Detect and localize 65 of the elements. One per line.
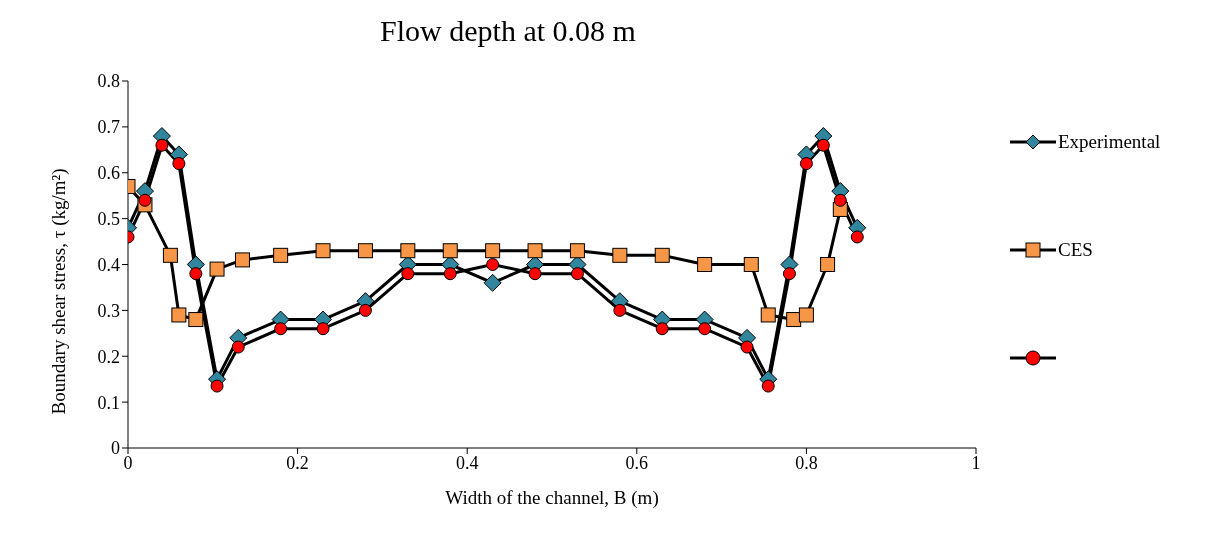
point	[273, 247, 289, 263]
legend-label: CES	[1058, 239, 1093, 261]
point	[401, 267, 415, 281]
y-tick-label: 0.4	[97, 254, 120, 275]
point	[743, 257, 759, 272]
point	[483, 273, 502, 292]
y-tick-label: 0.3	[97, 300, 120, 321]
point	[155, 138, 169, 152]
point	[528, 267, 542, 281]
x-tick-label: 0	[123, 452, 133, 473]
point	[761, 379, 775, 393]
y-tick-label: 0.7	[97, 117, 120, 138]
point	[357, 243, 373, 259]
point	[443, 267, 457, 281]
point	[234, 252, 250, 268]
y-tick-label: 0.2	[97, 346, 120, 367]
point	[358, 303, 372, 317]
point	[850, 230, 864, 244]
point	[782, 267, 796, 281]
x-tick-label: 1	[971, 452, 981, 473]
point	[569, 243, 585, 259]
point	[613, 303, 627, 317]
point	[209, 261, 225, 277]
point	[189, 267, 203, 281]
y-tick-label: 0.6	[97, 163, 120, 184]
point	[172, 157, 186, 171]
point	[612, 247, 628, 263]
point	[316, 322, 330, 336]
point	[833, 193, 847, 207]
point	[570, 267, 584, 281]
point	[527, 243, 543, 259]
x-tick-label: 0.8	[795, 452, 818, 473]
x-axis-title: Width of the channel, B (m)	[445, 487, 659, 509]
y-tick-label: 0.8	[97, 71, 120, 92]
y-axis-title: Boundary shear stress, τ (kg/m²)	[47, 168, 70, 415]
point	[698, 322, 712, 336]
point	[655, 322, 669, 336]
x-tick-label: 0.4	[455, 452, 479, 473]
point	[816, 138, 830, 152]
point	[274, 322, 288, 336]
point	[315, 243, 331, 259]
point	[799, 157, 813, 171]
point	[162, 247, 178, 263]
point	[231, 340, 245, 354]
point	[798, 307, 814, 323]
point	[760, 307, 776, 323]
x-tick-label: 0.6	[625, 452, 649, 473]
point	[210, 379, 224, 393]
point	[485, 243, 501, 259]
x-tick-label: 0.2	[286, 452, 309, 473]
point	[442, 243, 458, 259]
point	[697, 257, 713, 272]
y-tick-label: 0.5	[97, 209, 120, 230]
point	[400, 243, 416, 259]
point	[171, 307, 187, 323]
chart-title: Flow depth at 0.08 m	[379, 14, 637, 48]
point	[820, 257, 836, 272]
point	[138, 193, 152, 207]
point	[188, 312, 204, 328]
y-tick-label: 0	[111, 438, 120, 459]
y-tick-label: 0.1	[97, 392, 120, 413]
point	[654, 247, 670, 263]
legend-label: Experimental	[1058, 131, 1161, 153]
point	[740, 340, 754, 354]
point	[486, 258, 500, 271]
